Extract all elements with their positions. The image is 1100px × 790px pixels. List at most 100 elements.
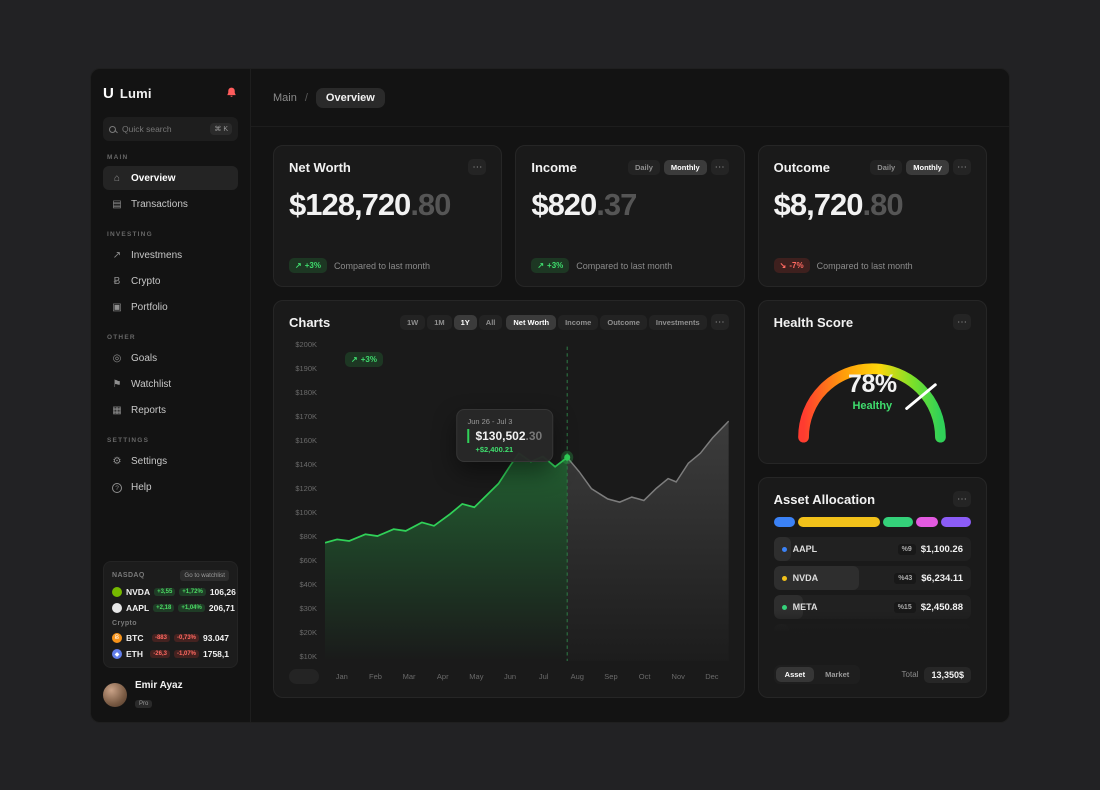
search-shortcut: ⌘ K [210,123,232,135]
watchlist-row-eth[interactable]: ◆ ETH -26,3 -1,07% 1758,1 [112,649,229,659]
breadcrumb-current[interactable]: Overview [315,87,385,108]
tab-1y[interactable]: 1Y [453,314,477,330]
allocation-row-nvda[interactable]: NVDA %43 $6,234.11 [773,566,971,590]
sidebar-item-reports[interactable]: ▦ Reports [103,398,238,422]
gear-icon: ⚙ [112,455,122,467]
more-options-button[interactable]: ⋯ [952,491,971,507]
income-card: Income Daily Monthly ⋯ $820.37 ↗ +3% Comp… [515,145,745,287]
more-options-button[interactable]: ⋯ [710,159,729,175]
sidebar-item-watchlist[interactable]: ⚑ Watchlist [103,372,238,396]
x-axis-label: Jul [538,672,549,681]
x-axis-label: Aug [570,672,584,681]
logo-icon: U [103,84,114,102]
watchlist-group-label: Crypto [112,620,137,627]
x-axis-label: Jan [335,672,348,681]
asset-percent: %8 [898,630,917,633]
asset-value: $1,100.26 [920,543,963,555]
sidebar-item-transactions[interactable]: ▤ Transactions [103,192,238,216]
y-axis-label: $140K [295,460,317,469]
row-progress-bar [773,624,790,633]
sidebar-item-goals[interactable]: ◎ Goals [103,346,238,370]
monthly-toggle[interactable]: Monthly [663,159,707,175]
y-axis-label: $100K [295,508,317,517]
monthly-toggle[interactable]: Monthly [906,159,949,175]
daily-toggle[interactable]: Daily [627,159,660,175]
more-options-button[interactable]: ⋯ [468,159,487,175]
tab-1m[interactable]: 1M [427,314,452,330]
outcome-value: $8,720.80 [773,187,904,222]
asset-dot [781,604,787,610]
change-badge: ↘ -7% [773,258,810,273]
charts-card: Charts 1W 1M 1Y All Net Worth Income [273,300,745,698]
ticker-label: BTC [126,633,144,643]
allocation-list: AAPL %9 $1,100.26 NVDA [773,537,971,633]
net-worth-value: $128,720.80 [289,187,451,222]
search-input[interactable]: Quick search ⌘ K [103,117,238,141]
tab-asset[interactable]: Asset [775,667,815,682]
ticker-label: AAPL [126,603,150,613]
health-score-card: Health Score ⋯ [757,300,987,464]
tab-market[interactable]: Market [825,670,850,679]
comparison-note: Compared to last month [816,260,913,271]
y-axis-label: $170K [295,412,317,421]
allocation-segment [798,517,881,527]
change-badge: -883 [151,634,170,642]
percent-badge: -0,73% [173,634,199,642]
daily-toggle[interactable]: Daily [870,159,903,175]
notification-bell-icon[interactable] [225,86,238,100]
more-options-button[interactable]: ⋯ [952,314,971,330]
section-label-main: MAIN [107,154,129,161]
breadcrumb-root[interactable]: Main [273,91,297,104]
change-badge: +3,55 [154,588,176,596]
more-options-button[interactable]: ⋯ [710,314,729,330]
trend-up-icon: ↗ [295,261,302,270]
sidebar-item-help[interactable]: ? Help [103,475,238,499]
sidebar-item-overview[interactable]: ⌂ Overview [103,166,238,190]
y-axis-label: $20K [299,628,317,637]
help-icon: ? [112,482,122,493]
x-axis: Jan Feb Mar Apr May Jun Jul Aug Sep Oct Nov Dec [325,672,729,681]
health-score-value: 78% [848,370,897,398]
section-label-other: OTHER [107,334,136,341]
user-profile[interactable]: Emir Ayaz Pro [103,680,238,710]
price-value: 106,26 [209,587,236,597]
watchlist-row-aapl[interactable]: AAPL +2,18 +1,04% 206,71 [112,603,235,613]
sidebar-item-crypto[interactable]: Ƀ Crypto [103,269,238,293]
y-axis-label: $40K [299,580,317,589]
comparison-note: Compared to last month [576,260,673,271]
tab-net-worth[interactable]: Net Worth [506,314,557,330]
allocation-row-meta[interactable]: META %15 $2,450.88 [773,595,971,619]
avatar [103,683,127,707]
asset-ticker: AVG [793,631,812,633]
tooltip-delta: +$2,400.21 [475,445,514,455]
sidebar-item-label: Goals [131,352,158,364]
section-label-settings: SETTINGS [107,437,150,444]
allocation-row-partial[interactable]: AVG %8 $1,560.11 [773,624,971,633]
total-value: 13,350$ [924,666,971,683]
sidebar-item-settings[interactable]: ⚙ Settings [103,449,238,473]
watchlist-row-btc[interactable]: Ƀ BTC -883 -0,73% 93.047 [112,633,229,643]
tab-outcome[interactable]: Outcome [600,314,647,330]
card-title: Charts [289,314,331,330]
more-options-button[interactable]: ⋯ [952,159,971,175]
tab-income[interactable]: Income [558,314,599,330]
tab-1w[interactable]: 1W [399,314,426,330]
card-title: Asset Allocation [773,491,876,507]
watchlist-row-nvda[interactable]: NVDA +3,55 +1,72% 106,26 [112,587,236,597]
chart-scroll-handle[interactable] [289,669,319,684]
sidebar: U Lumi Quick search ⌘ K MAIN ⌂ Overview … [91,69,251,722]
allocation-row-aapl[interactable]: AAPL %9 $1,100.26 [773,537,971,561]
ticker-label: ETH [126,649,143,659]
goto-watchlist-button[interactable]: Go to watchlist [180,570,229,581]
y-axis: $200K $190K $180K $170K $160K $140K $120K $100K… [289,340,325,661]
tooltip-value: $130,502.30 [467,429,542,444]
sidebar-item-investments[interactable]: ↗ Investmens [103,243,238,267]
asset-value: $6,234.11 [921,572,963,584]
tab-investments[interactable]: Investments [648,314,707,330]
allocation-segment [773,517,796,527]
sidebar-item-label: Transactions [131,198,188,210]
tab-all[interactable]: All [478,314,503,330]
allocation-segment [883,517,914,527]
y-axis-label: $10K [299,652,317,661]
sidebar-item-portfolio[interactable]: ▣ Portfolio [103,295,238,319]
